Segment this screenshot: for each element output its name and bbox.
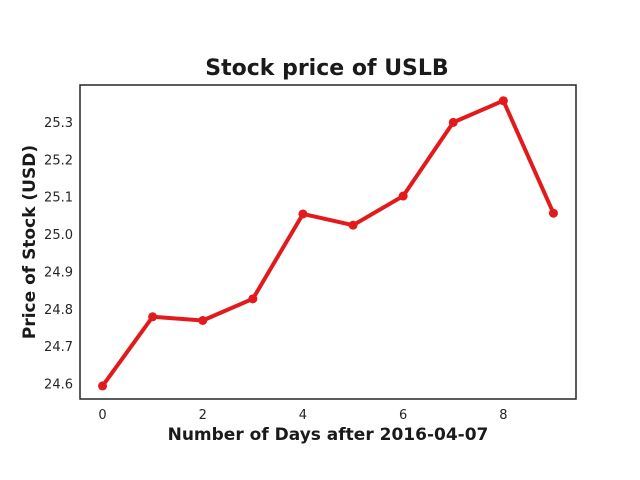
y-tick-label: 25.1 — [44, 191, 73, 206]
y-axis: 24.6 24.7 24.8 24.9 25.0 25.1 25.2 25.3 — [44, 116, 73, 393]
y-tick-label: 25.0 — [44, 228, 73, 243]
data-point — [298, 209, 308, 219]
x-tick-label: 4 — [299, 408, 307, 423]
series-layer — [98, 96, 558, 391]
x-tick-label: 6 — [399, 408, 407, 423]
x-tick-label: 8 — [499, 408, 507, 423]
data-point — [498, 96, 508, 106]
x-tick-label: 2 — [199, 408, 207, 423]
data-point — [348, 220, 358, 230]
data-point — [548, 208, 558, 218]
data-point — [398, 191, 408, 201]
series-line — [100, 98, 556, 388]
x-axis-label: Number of Days after 2016-04-07 — [168, 425, 489, 445]
y-tick-label: 24.9 — [44, 265, 73, 280]
plot-frame — [79, 84, 577, 400]
y-tick-label: 24.8 — [44, 303, 73, 318]
data-point — [198, 316, 208, 325]
x-tick-label: 0 — [98, 408, 106, 423]
data-point — [148, 312, 158, 322]
chart-title: Stock price of USLB — [205, 56, 448, 81]
x-axis: 0 2 4 6 8 — [98, 408, 507, 423]
data-point — [448, 117, 458, 127]
y-axis-label: Price of Stock (USD) — [20, 145, 40, 339]
y-tick-label: 24.7 — [44, 340, 73, 355]
y-tick-label: 24.6 — [44, 378, 73, 393]
data-point — [248, 294, 258, 304]
y-tick-label: 25.2 — [44, 153, 73, 168]
data-point — [98, 381, 108, 391]
y-tick-label: 25.3 — [44, 116, 73, 131]
